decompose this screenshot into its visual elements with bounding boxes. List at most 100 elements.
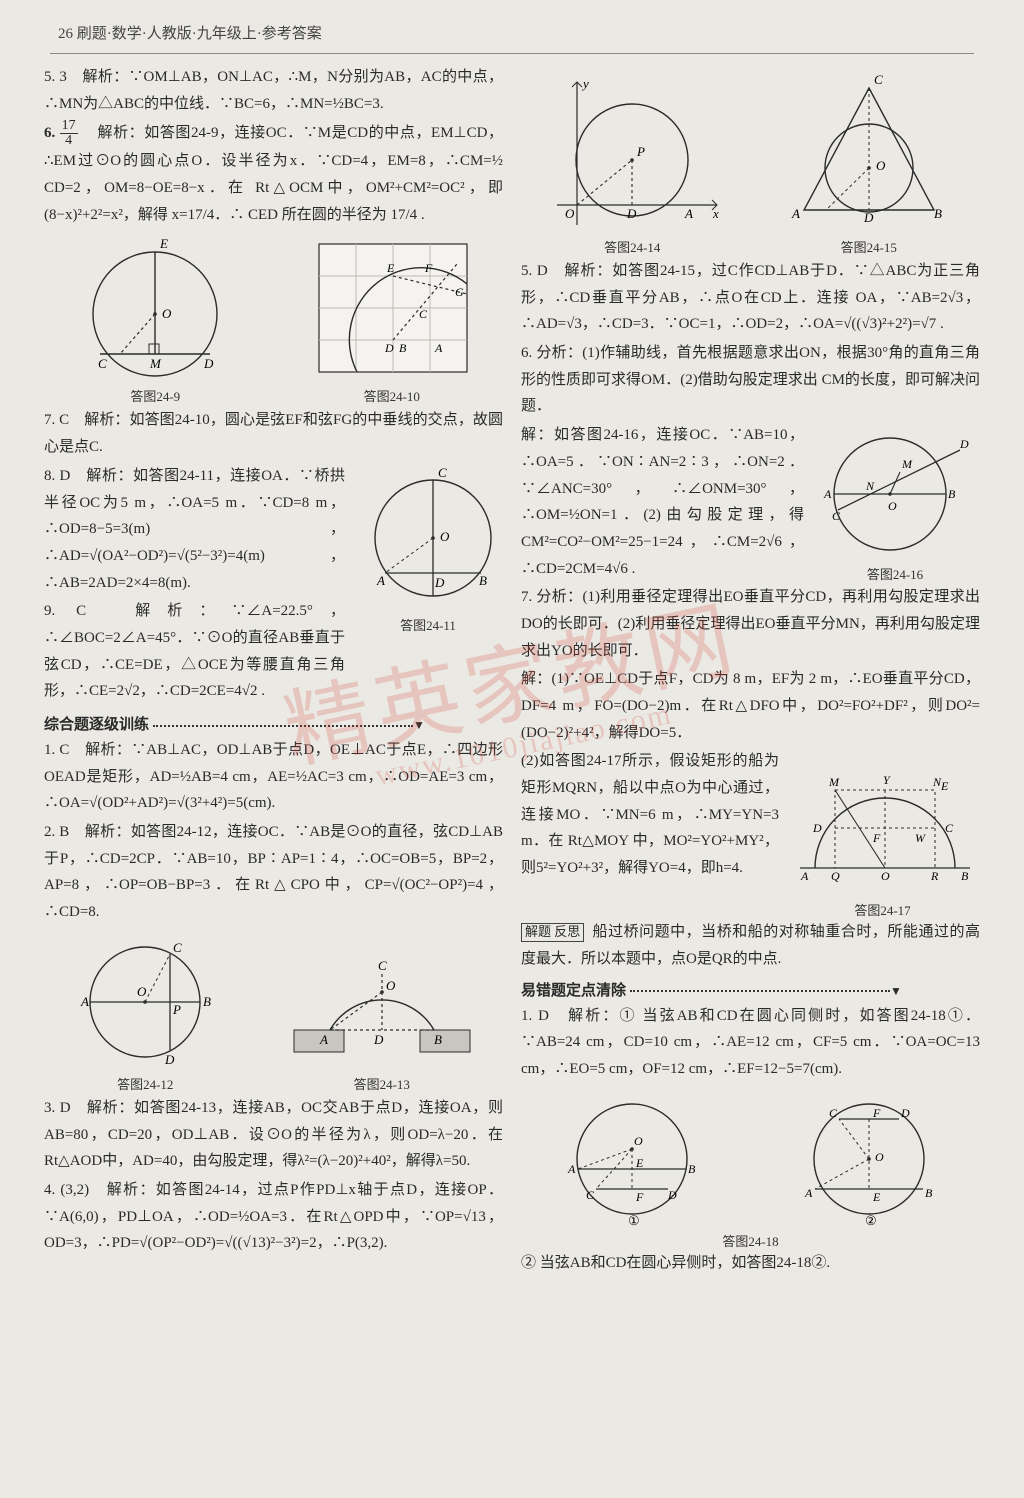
svg-text:C: C bbox=[173, 940, 182, 955]
svg-text:y: y bbox=[581, 76, 589, 91]
item-5: 5. 3 解析：∵OM⊥AB，ON⊥AC，∴M，N分别为AB，AC的中点，∴MN… bbox=[44, 64, 503, 117]
figure-24-18-1: O A E B C F D ① bbox=[552, 1089, 712, 1229]
svg-text:F: F bbox=[872, 831, 881, 845]
svg-text:Q: Q bbox=[831, 869, 840, 883]
err-1b: ② 当弦AB和CD在圆心异侧时，如答图24-18②. bbox=[521, 1250, 980, 1277]
svg-text:Y: Y bbox=[883, 773, 891, 787]
svg-text:O: O bbox=[888, 499, 897, 513]
svg-text:C: C bbox=[829, 1106, 838, 1120]
svg-text:②: ② bbox=[865, 1213, 877, 1228]
svg-text:O: O bbox=[875, 1150, 884, 1164]
item-9: 9. C 解析：∵∠A=22.5°，∴∠BOC=2∠A=45°．∵⊙O的直径AB… bbox=[44, 598, 345, 705]
svg-text:A: A bbox=[804, 1186, 813, 1200]
svg-text:D: D bbox=[900, 1106, 910, 1120]
svg-text:B: B bbox=[399, 341, 407, 355]
figure-24-18-2: C F D O A E B ② bbox=[789, 1089, 949, 1229]
r-item-5: 5. D 解析：如答图24-15，过C作CD⊥AB于D．∵△ABC为正三角形，∴… bbox=[521, 258, 980, 338]
figure-24-11: C O A D B 答图24-11 bbox=[353, 463, 503, 707]
header-rule bbox=[50, 53, 974, 54]
comp-4: 4. (3,2) 解析：如答图24-14，过点P作PD⊥x轴于点D，连接OP．∵… bbox=[44, 1177, 503, 1257]
svg-text:①: ① bbox=[628, 1213, 640, 1228]
svg-text:C: C bbox=[832, 509, 841, 523]
svg-text:C: C bbox=[378, 958, 387, 973]
svg-text:O: O bbox=[881, 869, 890, 883]
figure-24-17: M Y N E D F W C A Q O R B 答图24-17 bbox=[785, 748, 980, 919]
svg-text:A: A bbox=[319, 1032, 328, 1047]
svg-text:B: B bbox=[961, 869, 969, 883]
svg-text:O: O bbox=[440, 529, 450, 544]
svg-text:D: D bbox=[626, 206, 637, 221]
svg-text:B: B bbox=[948, 487, 956, 501]
svg-text:B: B bbox=[203, 994, 211, 1009]
figure-24-10: E F G C D B A 答图24-10 bbox=[307, 234, 477, 405]
figure-24-14: P O D A y x 答图24-14 bbox=[537, 70, 727, 256]
comp-3: 3. D 解析：如答图24-13，连接AB，OC交AB于点D，连接OA，则AB=… bbox=[44, 1095, 503, 1175]
comp-1: 1. C 解析：∵AB⊥AC，OD⊥AB于点D，OE⊥AC于点E，∴四边形OEA… bbox=[44, 737, 503, 817]
svg-text:D: D bbox=[373, 1032, 384, 1047]
svg-text:O: O bbox=[162, 306, 172, 321]
svg-text:D: D bbox=[812, 821, 822, 835]
svg-text:P: P bbox=[172, 1002, 181, 1017]
svg-text:O: O bbox=[386, 978, 396, 993]
svg-text:A: A bbox=[80, 994, 89, 1009]
err-1: 1. D 解析：① 当弦AB和CD在圆心同侧时，如答图24-18①．∵AB=24… bbox=[521, 1003, 980, 1083]
r-item-7: 7. 分析：(1)利用垂径定理得出EO垂直平分CD，再利用勾股定理求出DO的长即… bbox=[521, 584, 980, 664]
r-item-7-sol2: (2)如答图24-17所示，假设矩形的船为矩形MQRN，船以中点O为中心通过，连… bbox=[521, 748, 779, 881]
svg-text:D: D bbox=[203, 356, 214, 371]
svg-text:F: F bbox=[635, 1190, 644, 1204]
section-errors: 易错题定点清除▼ bbox=[521, 979, 980, 1000]
svg-text:C: C bbox=[98, 356, 107, 371]
svg-text:B: B bbox=[925, 1186, 933, 1200]
svg-text:D: D bbox=[164, 1052, 175, 1067]
item-8: 8. D 解析：如答图24-11，连接OA．∵桥拱半径OC为5 m，∴OA=5 … bbox=[44, 463, 345, 596]
svg-text:O: O bbox=[137, 984, 147, 999]
svg-text:F: F bbox=[872, 1106, 881, 1120]
svg-text:O: O bbox=[634, 1134, 643, 1148]
reflect-box: 解题 反思 船过桥问题中，当桥和船的对称轴重合时，所能通过的高度最大．所以本题中… bbox=[521, 919, 980, 972]
svg-text:C: C bbox=[874, 72, 883, 87]
svg-text:x: x bbox=[712, 206, 719, 221]
svg-text:E: E bbox=[940, 779, 949, 793]
comp-2: 2. B 解析：如答图24-12，连接OC．∵AB是⊙O的直径，弦CD⊥AB于P… bbox=[44, 819, 503, 926]
svg-text:N: N bbox=[865, 479, 875, 493]
svg-text:M: M bbox=[901, 457, 913, 471]
svg-text:P: P bbox=[636, 144, 645, 159]
svg-text:W: W bbox=[915, 831, 926, 845]
svg-text:A: A bbox=[567, 1162, 576, 1176]
figure-24-15: C O A D B 答图24-15 bbox=[774, 70, 964, 256]
left-column: 5. 3 解析：∵OM⊥AB，ON⊥AC，∴M，N分别为AB，AC的中点，∴MN… bbox=[44, 64, 503, 1279]
item-7: 7. C 解析：如答图24-10，圆心是弦EF和弦FG的中垂线的交点，故圆心是点… bbox=[44, 407, 503, 460]
svg-text:A: A bbox=[684, 206, 693, 221]
svg-text:A: A bbox=[823, 487, 832, 501]
svg-text:E: E bbox=[635, 1156, 644, 1170]
svg-text:O: O bbox=[565, 206, 575, 221]
svg-text:B: B bbox=[934, 206, 942, 221]
figure-24-9: E O C M D 答图24-9 bbox=[70, 234, 240, 405]
svg-text:E: E bbox=[872, 1190, 881, 1204]
svg-text:E: E bbox=[386, 261, 395, 275]
figure-24-12: A O C P B D 答图24-12 bbox=[65, 932, 225, 1093]
reflect-label: 解题 反思 bbox=[521, 923, 584, 942]
section-comprehensive: 综合题逐级训练▼ bbox=[44, 713, 503, 734]
r-item-6: 6. 分析：(1)作辅助线，首先根据题意求出ON，根据30°角的直角三角形的性质… bbox=[521, 340, 980, 420]
svg-text:B: B bbox=[688, 1162, 696, 1176]
svg-text:D: D bbox=[384, 341, 394, 355]
svg-text:C: C bbox=[419, 307, 428, 321]
svg-text:A: A bbox=[800, 869, 809, 883]
svg-text:A: A bbox=[434, 341, 443, 355]
svg-text:A: A bbox=[791, 206, 800, 221]
svg-text:C: C bbox=[586, 1188, 595, 1202]
svg-text:C: C bbox=[945, 821, 954, 835]
svg-text:B: B bbox=[434, 1032, 442, 1047]
svg-text:O: O bbox=[876, 158, 886, 173]
svg-text:B: B bbox=[479, 573, 487, 588]
svg-text:D: D bbox=[959, 437, 969, 451]
svg-text:G: G bbox=[455, 285, 464, 299]
right-column: P O D A y x 答图24-14 C O A bbox=[521, 64, 980, 1279]
svg-text:A: A bbox=[376, 573, 385, 588]
svg-text:D: D bbox=[434, 575, 445, 590]
r-item-6-sol: 解：如答图24-16，连接OC．∵AB=10，∴OA=5．∵ON∶AN=2∶3，… bbox=[521, 422, 804, 582]
figure-24-13: O A D B C 答图24-13 bbox=[282, 932, 482, 1093]
svg-text:D: D bbox=[863, 210, 874, 225]
svg-text:R: R bbox=[930, 869, 939, 883]
